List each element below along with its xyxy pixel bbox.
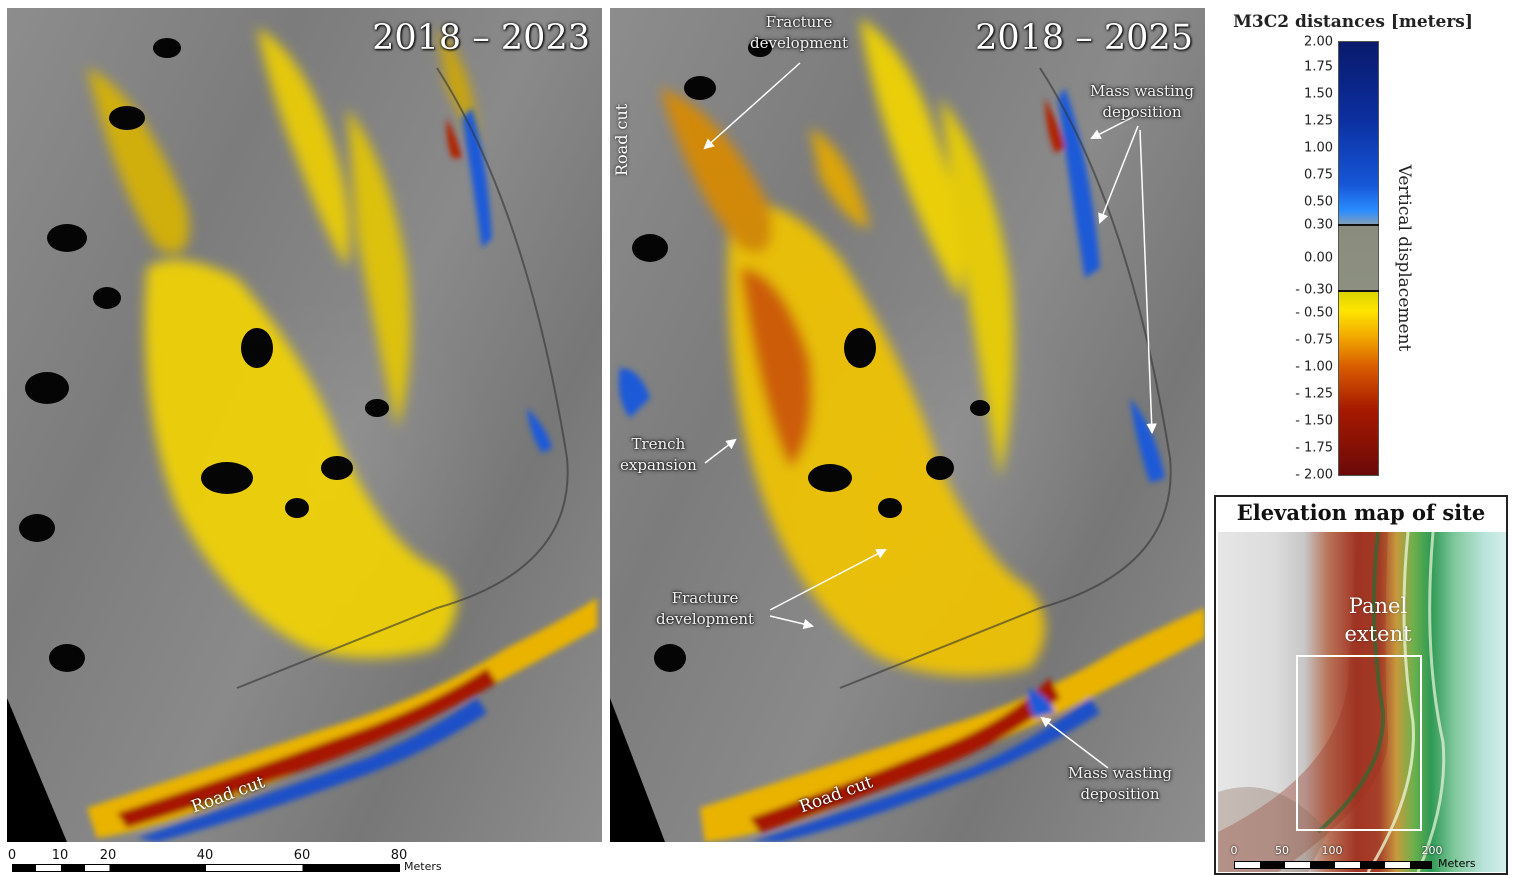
- elevation-map-title: Elevation map of site: [1236, 500, 1486, 525]
- elevation-scale-tick: 50: [1275, 844, 1289, 857]
- colorbar-tick: - 0.75: [1295, 332, 1333, 348]
- scale-bar-tick: 20: [99, 848, 117, 863]
- elevation-scale-tick: 200: [1421, 844, 1443, 857]
- scale-bar-unit: Meters: [404, 860, 442, 873]
- panel-title: 2018 – 2025: [975, 18, 1193, 58]
- road-cut-vertical-label: Road cut: [612, 103, 631, 176]
- elevation-scale-unit: Meters: [1438, 857, 1476, 870]
- colorbar: [1338, 41, 1379, 476]
- elevation-scale-tick: 0: [1230, 844, 1238, 857]
- displacement-overlay-1: [7, 28, 597, 842]
- colorbar-tick: - 1.00: [1295, 359, 1333, 375]
- colorbar-lower-threshold: [1338, 290, 1379, 292]
- scale-bar-tick: 60: [293, 848, 311, 863]
- elevation-scale-bar: [1234, 861, 1432, 869]
- colorbar-side-label: Vertical displacement: [1394, 164, 1414, 352]
- annotation-fracture-top: Fracture development: [750, 13, 849, 52]
- colorbar-tick: 1.75: [1304, 59, 1333, 75]
- colorbar-upper-threshold: [1338, 224, 1379, 226]
- annotation-mass-wasting-top: Mass wasting deposition: [1090, 82, 1195, 121]
- colorbar-tick: 1.25: [1304, 113, 1333, 129]
- scale-bar: [12, 864, 400, 872]
- colorbar-tick: 0.50: [1304, 194, 1333, 210]
- colorbar-tick: - 1.50: [1295, 413, 1333, 429]
- colorbar-tick: 0.75: [1304, 167, 1333, 183]
- map-panel-2018-2025: 2018 – 2025 Fracture development Mass wa…: [610, 8, 1205, 842]
- colorbar-tick: 0.30: [1304, 217, 1333, 233]
- colorbar-tick: - 1.75: [1295, 440, 1333, 456]
- colorbar-tick: - 2.00: [1295, 467, 1333, 483]
- scale-bar-tick: 80: [390, 848, 408, 863]
- panel-extent-rectangle: [1296, 655, 1422, 831]
- scale-bar-tick: 40: [196, 848, 214, 863]
- colorbar-tick: 1.00: [1304, 140, 1333, 156]
- elevation-terrain: [1218, 532, 1446, 872]
- colorbar-tick: 1.50: [1304, 86, 1333, 102]
- scale-bar-tick: 10: [51, 848, 69, 863]
- annotation-fracture-bottom: Fracture development: [656, 589, 755, 628]
- elevation-map-inset: Elevation map of site Panel extent 0 50 10…: [1214, 495, 1508, 875]
- annotation-trench-expansion: Trench expansion: [620, 435, 697, 474]
- colorbar-tick: - 1.25: [1295, 386, 1333, 402]
- panel-title: 2018 – 2023: [372, 18, 590, 58]
- displacement-overlay-2: [610, 18, 1205, 842]
- colorbar-tick: 2.00: [1304, 34, 1333, 50]
- map-panel-2018-2023: 2018 – 2023 Road cut: [7, 8, 602, 842]
- elevation-map-image: Panel extent 0 50 100 200 Meters: [1218, 532, 1506, 872]
- colorbar-tick: - 0.50: [1295, 305, 1333, 321]
- colorbar-tick: 0.00: [1304, 250, 1333, 266]
- annotation-mass-wasting-bottom: Mass wasting deposition: [1068, 764, 1173, 803]
- colorbar-title: M3C2 distances [meters]: [1233, 12, 1473, 32]
- scale-bar-tick: 0: [7, 848, 17, 863]
- elevation-scale-tick: 100: [1321, 844, 1343, 857]
- panel-extent-label: Panel extent: [1344, 594, 1412, 646]
- colorbar-tick: - 0.30: [1295, 282, 1333, 298]
